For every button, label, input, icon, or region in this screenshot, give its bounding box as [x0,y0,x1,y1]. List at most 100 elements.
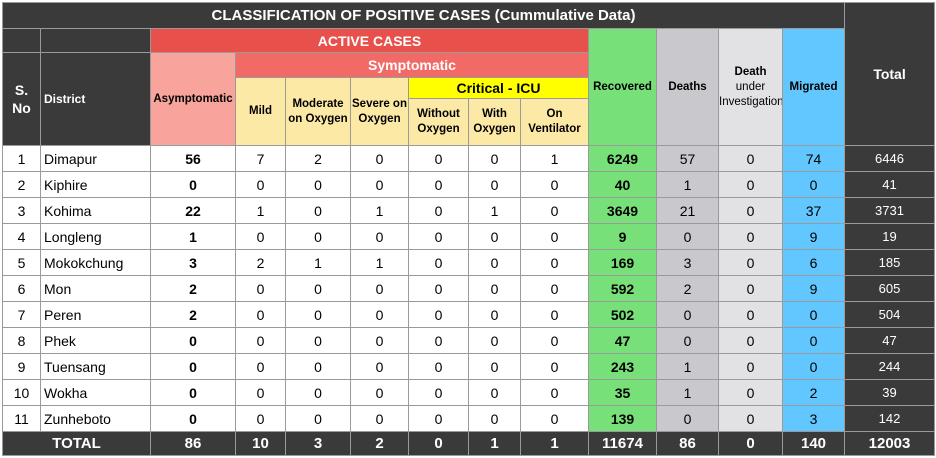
symptomatic-header: Symptomatic [235,52,589,78]
moderate-cell: 0 [285,223,351,250]
recovered-cell: 40 [588,171,657,198]
migrated-cell: 0 [781,327,846,354]
migrated-cell: 0 [781,301,846,328]
deaths-cell: 1 [656,171,719,198]
mild-cell: 0 [235,223,286,250]
sno-cell: 10 [2,379,41,406]
row: 3 Kohima 22 1 0 1 0 1 0 3649 21 0 37 3731 [2,197,936,224]
recovered-cell: 6249 [588,145,657,172]
ventilator-cell: 0 [520,327,589,354]
ventilator-cell: 0 [520,301,589,328]
total-cell: 244 [844,353,936,380]
recovered-cell: 3649 [588,197,657,224]
district-header: District [40,52,151,146]
migrated-cell: 2 [781,379,846,406]
asymptomatic-cell: 0 [150,171,236,198]
row: 6 Mon 2 0 0 0 0 0 0 592 2 0 9 605 [2,275,936,302]
with-oxygen-cell: 0 [468,327,521,354]
sno-cell: 6 [2,275,41,302]
mild-cell: 0 [235,327,286,354]
without-oxygen-cell: 0 [408,327,469,354]
title: CLASSIFICATION OF POSITIVE CASES (Cummul… [1,2,846,29]
death-investigation-cell: 0 [718,223,783,250]
migrated-cell: 0 [781,171,846,198]
sno-cell: 8 [2,327,41,354]
total-cell: 6446 [844,145,936,172]
total-cell: 185 [844,249,936,276]
deaths-cell: 3 [656,249,719,276]
mild-header: Mild [235,77,286,146]
ventilator-cell: 0 [520,249,589,276]
total-row: TOTAL 86 10 3 2 0 1 1 11674 86 0 140 12003 [2,431,936,456]
recovered-cell: 243 [588,353,657,380]
without-oxygen-header: Without Oxygen [408,98,469,146]
with-oxygen-cell: 0 [468,353,521,380]
sno-cell: 1 [2,145,41,172]
total-cell: 504 [844,301,936,328]
moderate-cell: 0 [285,327,351,354]
asymptomatic-cell: 0 [150,379,236,406]
recovered-cell: 502 [588,301,657,328]
death-investigation-cell: 0 [718,197,783,224]
death-investigation-cell: 0 [718,249,783,276]
recovered-header: Recovered [588,28,657,146]
asymptomatic-cell: 22 [150,197,236,224]
without-oxygen-cell: 0 [408,405,469,432]
recovered-cell: 169 [588,249,657,276]
moderate-header: Moderate on Oxygen [285,77,351,146]
moderate-cell: 0 [285,275,351,302]
total-cell: 1 [520,431,589,456]
severe-cell: 1 [350,197,409,224]
district-cell: Tuensang [40,353,151,380]
deaths-cell: 0 [656,327,719,354]
row: 11 Zunheboto 0 0 0 0 0 0 0 139 0 0 3 142 [2,405,936,432]
recovered-cell: 139 [588,405,657,432]
total-header: Total [844,2,936,146]
migrated-cell: 9 [781,275,846,302]
sno-cell: 3 [2,197,41,224]
asymptomatic-cell: 0 [150,353,236,380]
row: 8 Phek 0 0 0 0 0 0 0 47 0 0 0 47 [2,327,936,354]
mild-cell: 7 [235,145,286,172]
total-cell: 142 [844,405,936,432]
moderate-cell: 1 [285,249,351,276]
district-cell: Kiphire [40,171,151,198]
mild-cell: 0 [235,171,286,198]
deaths-cell: 21 [656,197,719,224]
mild-cell: 0 [235,353,286,380]
ventilator-cell: 0 [520,223,589,250]
deaths-cell: 0 [656,301,719,328]
total-cell: 0 [408,431,469,456]
total-cell: 0 [718,431,783,456]
ventilator-cell: 0 [520,275,589,302]
total-cell: TOTAL [2,431,151,456]
deaths-cell: 0 [656,223,719,250]
sno-cell: 5 [2,249,41,276]
total-cell: 19 [844,223,936,250]
migrated-cell: 37 [781,197,846,224]
without-oxygen-cell: 0 [408,379,469,406]
with-oxygen-cell: 0 [468,223,521,250]
total-cell: 39 [844,379,936,406]
row: 7 Peren 2 0 0 0 0 0 0 502 0 0 0 504 [2,301,936,328]
death-investigation-cell: 0 [718,379,783,406]
label: under Investigation [719,80,783,108]
total-cell: 140 [781,431,846,456]
with-oxygen-cell: 0 [468,405,521,432]
district-cell: Zunheboto [40,405,151,432]
mild-cell: 0 [235,301,286,328]
without-oxygen-cell: 0 [408,145,469,172]
with-oxygen-header: With Oxygen [468,98,521,146]
mild-cell: 0 [235,275,286,302]
row: 5 Mokokchung 3 2 1 1 0 0 0 169 3 0 6 185 [2,249,936,276]
total-cell: 47 [844,327,936,354]
total-cell: 86 [656,431,719,456]
migrated-cell: 74 [781,145,846,172]
with-oxygen-cell: 0 [468,249,521,276]
recovered-cell: 35 [588,379,657,406]
critical-icu-header: Critical - ICU [408,77,589,99]
row: 2 Kiphire 0 0 0 0 0 0 0 40 1 0 0 41 [2,171,936,198]
without-oxygen-cell: 0 [408,197,469,224]
moderate-cell: 0 [285,197,351,224]
